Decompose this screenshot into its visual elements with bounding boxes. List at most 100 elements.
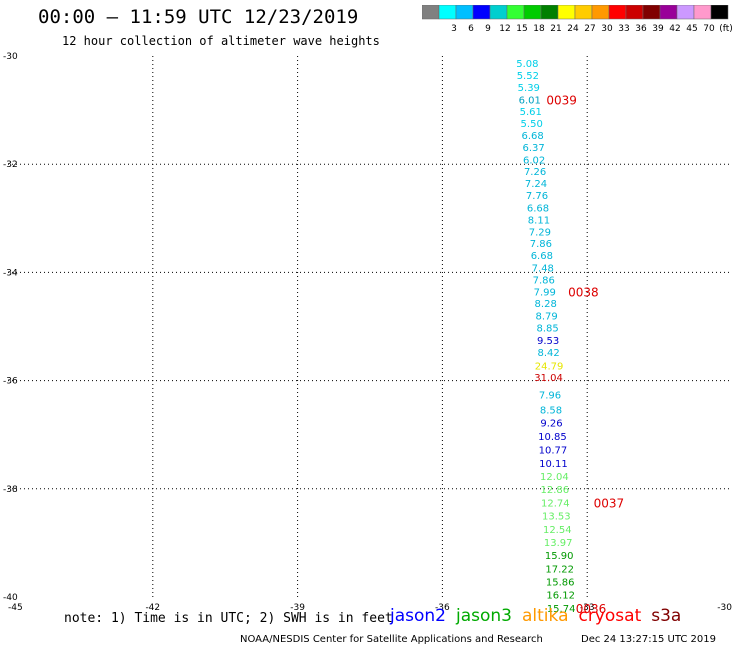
wave-height-label: 8.85 — [536, 324, 558, 335]
colorbar-swatch — [506, 5, 525, 20]
colorbar-swatch — [676, 5, 695, 20]
wave-height-label: 7.99 — [534, 287, 556, 298]
color-scale-legend: 3 6 9 12 15 18 21 24 27 30 33 36 39 42 45 70 (ft) — [422, 5, 732, 34]
colorbar-label: 36 — [635, 24, 647, 34]
wave-height-label: 5.52 — [517, 71, 539, 82]
colorbar-label: 12 — [499, 24, 510, 34]
colorbar-label: 15 — [516, 24, 527, 34]
wave-height-label: 5.08 — [516, 59, 538, 70]
y-tick-label: -38 — [3, 485, 18, 495]
colorbar-swatch — [608, 5, 627, 20]
wave-height-label: 6.01 — [519, 95, 541, 106]
y-tick-label: -34 — [3, 268, 18, 278]
colorbar-swatch — [438, 5, 457, 20]
wave-height-label: 15.90 — [545, 551, 574, 562]
wave-height-label: 5.39 — [518, 83, 540, 94]
wave-height-label: 8.58 — [540, 405, 562, 416]
wave-height-label: 12.54 — [543, 525, 572, 536]
pass-time-label: 0039 — [546, 93, 577, 107]
wave-height-label: 9.26 — [540, 418, 562, 429]
colorbar-swatch — [625, 5, 644, 20]
colorbar-swatch — [472, 5, 491, 20]
colorbar-label: 21 — [550, 24, 561, 34]
chart-subtitle: 12 hour collection of altimeter wave hei… — [62, 34, 380, 48]
footer-credit: NOAA/NESDIS Center for Satellite Applica… — [240, 634, 543, 645]
mission-legend-entry: s3a — [651, 606, 682, 626]
wave-height-label: 13.97 — [544, 538, 573, 549]
colorbar-label: 42 — [669, 24, 680, 34]
wave-height-label: 6.02 — [523, 155, 545, 166]
mission-legend-entry: altika — [522, 606, 569, 626]
colorbar-swatch — [693, 5, 712, 20]
wave-height-label: 31.04 — [534, 373, 563, 384]
colorbar-swatch — [557, 5, 576, 20]
wave-height-label: 7.29 — [529, 227, 551, 238]
wave-height-label: 10.85 — [538, 432, 567, 443]
wave-height-label: 12.86 — [541, 485, 570, 496]
x-tick-label: -45 — [8, 603, 23, 613]
colorbar-label: 70 — [703, 24, 715, 34]
colorbar-swatch — [659, 5, 678, 20]
colorbar-label: 3 — [451, 24, 457, 34]
colorbar-label: 27 — [584, 24, 595, 34]
wave-height-label: 5.50 — [521, 119, 543, 130]
colorbar-swatch — [591, 5, 610, 20]
wave-height-label: 8.11 — [528, 215, 550, 226]
colorbar-swatch — [523, 5, 542, 20]
colorbar-label: 33 — [618, 24, 629, 34]
wave-height-label: 12.74 — [541, 498, 570, 509]
wave-height-label: 6.37 — [522, 143, 544, 154]
wave-height-label: 5.61 — [520, 107, 542, 118]
colorbar-label: 6 — [468, 24, 474, 34]
wave-height-label: 9.53 — [537, 336, 559, 347]
colorbar-label: 24 — [567, 24, 579, 34]
colorbar-swatch — [642, 5, 661, 20]
colorbar-swatch — [489, 5, 508, 20]
mission-legend-entry: jason2 — [390, 606, 446, 626]
wave-height-label: 10.77 — [539, 445, 568, 456]
colorbar-label: 45 — [686, 24, 697, 34]
mission-legend-entry: cryosat — [578, 606, 642, 626]
y-tick-label: -32 — [3, 160, 18, 170]
wave-height-label: 7.86 — [533, 275, 555, 286]
wave-height-label: 12.04 — [540, 472, 569, 483]
wave-height-label: 7.26 — [524, 167, 546, 178]
pass-time-label: 0037 — [594, 496, 625, 510]
colorbar-label: 30 — [601, 24, 613, 34]
colorbar-swatch — [455, 5, 474, 20]
footer-note: note: 1) Time is in UTC; 2) SWH is in fe… — [64, 611, 393, 626]
x-tick-label: -30 — [717, 603, 732, 613]
colorbar-label: 39 — [652, 24, 664, 34]
colorbar-swatch — [422, 5, 440, 20]
colorbar-swatch — [710, 5, 729, 20]
colorbar-swatch — [574, 5, 593, 20]
wave-height-label: 7.48 — [532, 264, 554, 275]
pass-time-label: 0038 — [568, 285, 599, 299]
wave-height-label: 6.68 — [527, 203, 549, 214]
colorbar-swatch — [540, 5, 559, 20]
footer-timestamp: Dec 24 13:27:15 UTC 2019 — [581, 634, 716, 645]
y-tick-label: -36 — [3, 377, 18, 387]
y-tick-label: -30 — [3, 52, 18, 62]
wave-height-label: 10.11 — [539, 459, 568, 470]
y-tick-label: -40 — [3, 593, 18, 603]
wave-height-label: 7.24 — [525, 179, 547, 190]
wave-height-label: 7.76 — [526, 191, 548, 202]
mission-legend-entry: jason3 — [456, 606, 512, 626]
wave-height-label: 15.86 — [546, 577, 575, 588]
colorbar-label: 18 — [533, 24, 545, 34]
wave-height-label: 7.96 — [539, 391, 561, 402]
wave-height-label: 7.86 — [530, 239, 552, 250]
wave-height-label: 6.68 — [531, 251, 553, 262]
wave-height-label: 13.53 — [542, 511, 571, 522]
wave-height-label: 8.79 — [536, 312, 558, 323]
wave-height-label: 24.79 — [535, 361, 564, 372]
wave-height-label: 8.28 — [535, 299, 557, 310]
wave-height-label: 6.68 — [522, 131, 544, 142]
colorbar-label: 9 — [485, 24, 491, 34]
mission-legend: jason2 jason3 altika cryosat s3a — [390, 606, 691, 626]
wave-height-label: 16.12 — [546, 590, 575, 601]
wave-height-label: 17.22 — [545, 564, 574, 575]
colorbar-label: (ft) — [719, 24, 732, 34]
